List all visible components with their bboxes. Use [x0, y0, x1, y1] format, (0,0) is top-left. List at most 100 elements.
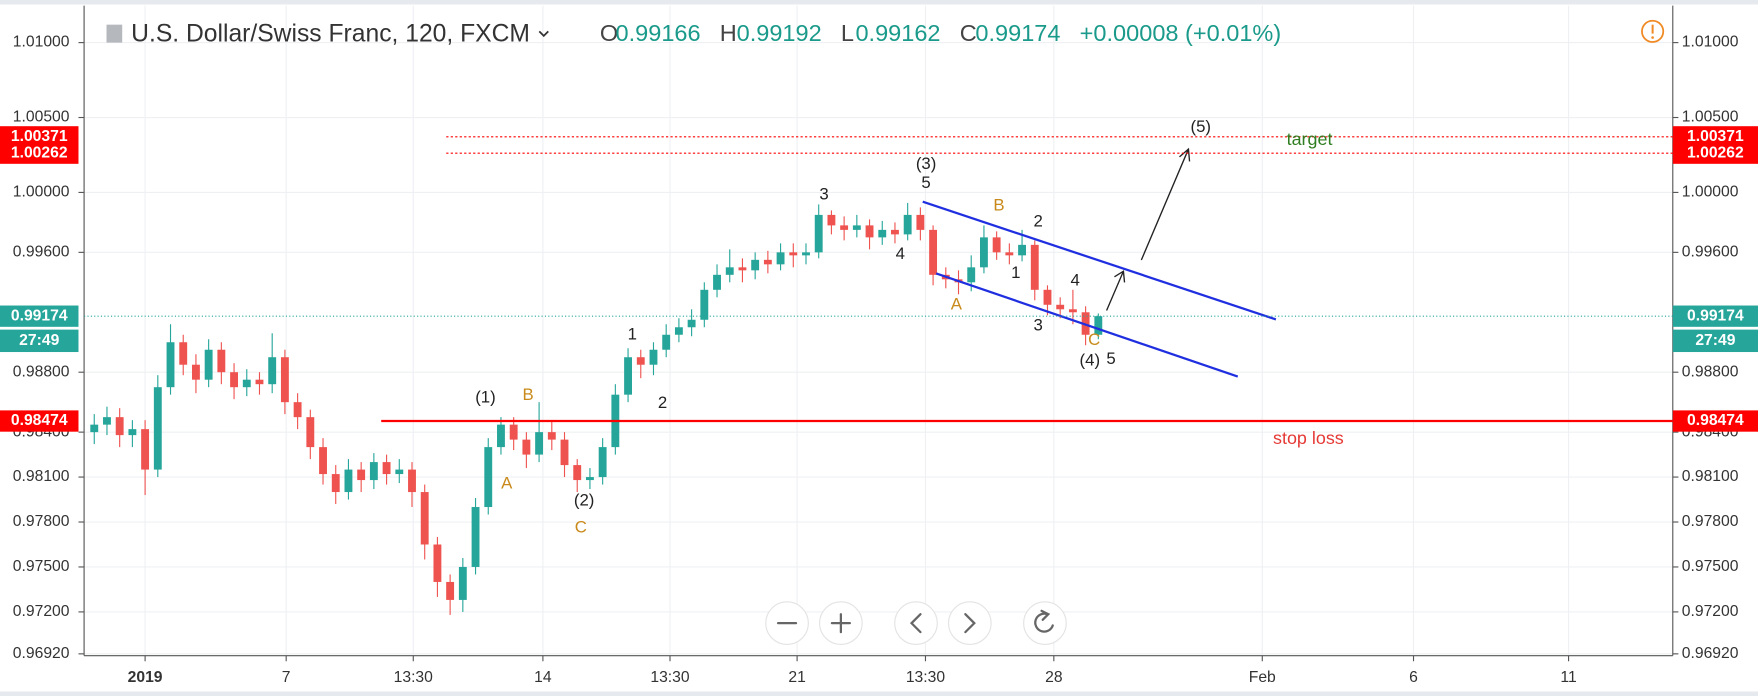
candle-body	[408, 469, 416, 493]
x-tick-label: Feb	[1249, 669, 1276, 686]
y-tick-label-right: 0.96920	[1682, 645, 1739, 662]
price-badge-label-right: 0.99174	[1687, 307, 1744, 324]
x-tick-label: 7	[282, 669, 291, 686]
wave-label: 1	[628, 325, 637, 344]
x-tick-label: 13:30	[394, 669, 434, 686]
y-tick-label-right: 1.01000	[1682, 34, 1739, 51]
wave-label: C	[1088, 330, 1100, 349]
candle-body	[280, 357, 289, 403]
countdown-badge	[0, 329, 79, 353]
projection-arrows	[1105, 147, 1191, 311]
y-tick-label-right: 1.00500	[1682, 109, 1739, 126]
candle-body	[840, 225, 849, 230]
candle-body	[268, 357, 277, 385]
scroll-right-button[interactable]	[947, 601, 992, 646]
wave-label: 1	[1011, 263, 1020, 282]
x-tick-label: 6	[1409, 669, 1418, 686]
x-tick-label: 28	[1045, 669, 1063, 686]
legend-close-label: C	[960, 20, 977, 46]
price-badge-label: 0.99174	[11, 307, 68, 324]
candle-body	[585, 477, 594, 481]
y-tick-label: 0.97500	[13, 558, 70, 575]
candle-body	[90, 424, 99, 433]
wave-label: (4)	[1080, 350, 1101, 369]
wave-label: A	[951, 294, 963, 313]
legend-close: 0.99174	[975, 20, 1060, 46]
candle-body	[293, 402, 302, 418]
candle-body	[1043, 289, 1052, 305]
candle-body	[865, 225, 874, 238]
candle-body	[967, 267, 976, 283]
candle-body	[662, 334, 671, 350]
candle-body	[573, 465, 582, 481]
channel-lower	[935, 272, 1239, 378]
wave-label: 3	[819, 184, 828, 203]
candle-body	[497, 424, 505, 448]
candle-body	[789, 252, 798, 256]
candle-body	[1056, 304, 1065, 310]
symbol-dropdown[interactable]	[538, 30, 549, 38]
wave-label: (5)	[1191, 117, 1212, 136]
candle-body	[878, 229, 887, 238]
candle-body	[420, 492, 429, 545]
y-tick-label-right: 0.98100	[1682, 468, 1739, 485]
wave-label: (1)	[475, 387, 496, 406]
zoom-out-button[interactable]	[765, 601, 809, 646]
candle-body	[535, 432, 544, 455]
scroll-left-button[interactable]	[894, 601, 938, 646]
price-badge	[0, 305, 79, 327]
y-tick-label: 0.97800	[13, 513, 70, 530]
candle-body	[751, 259, 760, 271]
x-tick-label: 21	[788, 669, 805, 686]
candle-body	[1068, 309, 1077, 313]
y-tick-label: 0.98100	[13, 468, 70, 485]
wave-label: A	[501, 474, 513, 493]
wave-label: C	[575, 517, 587, 536]
candle-body	[204, 349, 213, 380]
top-border	[0, 0, 1758, 5]
wave-label: 2	[658, 393, 667, 412]
wave-label: B	[993, 196, 1004, 215]
candle-body	[776, 252, 785, 265]
candle-body	[166, 342, 175, 388]
candle-body	[331, 474, 340, 493]
candle-body	[217, 349, 226, 373]
candle-body	[649, 349, 658, 365]
price-badge	[0, 126, 79, 148]
candle-body	[1005, 252, 1014, 256]
candle-body	[814, 214, 823, 253]
warning-icon[interactable]	[1641, 19, 1665, 43]
legend-change: +0.00008 (+0.01%)	[1080, 20, 1282, 46]
wave-label: 2	[1034, 211, 1043, 230]
candle-body	[624, 357, 632, 395]
legend-low-label: L	[841, 20, 854, 46]
candle-body	[916, 214, 925, 230]
wave-label: B	[522, 385, 533, 404]
y-tick-label-right: 0.97800	[1682, 513, 1739, 530]
zoom-in-button[interactable]	[819, 601, 863, 646]
line-label: stop loss	[1273, 428, 1344, 448]
wave-label: 4	[896, 244, 905, 263]
candle-body	[687, 319, 696, 328]
candle-body	[357, 469, 366, 481]
symbol-icon	[106, 24, 123, 43]
channel-upper	[922, 200, 1277, 321]
candle-body	[395, 469, 404, 475]
candle-body	[560, 439, 569, 466]
candle-body	[115, 417, 124, 436]
wave-label: 5	[1106, 349, 1115, 368]
y-tick-label: 1.00000	[13, 184, 70, 201]
candle-body	[446, 581, 455, 600]
candle-body	[471, 507, 480, 567]
legend-high: 0.99192	[737, 20, 822, 46]
candle-body	[141, 429, 150, 470]
countdown-label: 27:49	[19, 332, 59, 349]
reset-button[interactable]	[1023, 601, 1067, 646]
candle-body	[433, 544, 442, 582]
candle-body	[509, 424, 518, 440]
symbol-title[interactable]: U.S. Dollar/Swiss Franc, 120, FXCM	[131, 20, 530, 47]
candle-body	[979, 237, 988, 268]
wave-label: 5	[921, 173, 930, 192]
